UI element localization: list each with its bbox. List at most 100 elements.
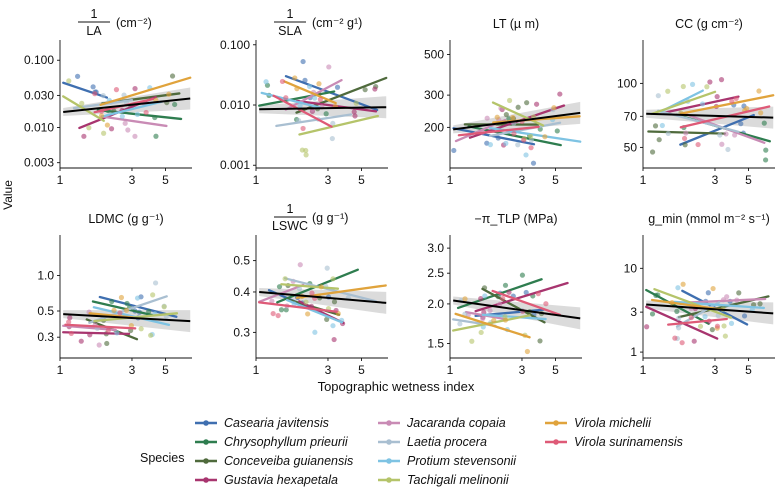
legend-title: Species	[140, 451, 184, 465]
data-point	[282, 276, 288, 282]
panel-title-numerator: 1	[91, 7, 98, 21]
data-point	[537, 338, 543, 344]
data-point	[738, 121, 744, 127]
y-tick-label: 100	[617, 76, 637, 90]
data-point	[482, 293, 488, 299]
data-point	[491, 317, 497, 323]
overall-trend-line	[259, 106, 387, 111]
data-point	[679, 340, 685, 346]
y-tick-label: 500	[424, 48, 444, 62]
x-tick-label: 1	[57, 173, 64, 187]
x-tick-label: 3	[129, 173, 136, 187]
data-point	[682, 142, 688, 148]
data-point	[500, 295, 506, 302]
data-point	[503, 111, 509, 118]
data-point	[119, 113, 125, 119]
data-point	[674, 308, 680, 315]
data-point	[523, 152, 529, 158]
species-trend-line	[285, 298, 344, 324]
x-tick-label: 3	[325, 363, 332, 377]
legend-swatch-dot	[203, 477, 209, 483]
data-point	[457, 321, 463, 327]
data-point	[312, 95, 318, 101]
data-point	[124, 300, 130, 307]
data-point	[278, 307, 285, 313]
species-trend-line	[457, 125, 540, 137]
data-point	[92, 91, 98, 97]
species-trend-line	[684, 297, 767, 304]
species-trend-line	[260, 91, 322, 109]
data-point	[524, 348, 530, 355]
data-point	[705, 290, 711, 296]
species-trend-line	[91, 300, 154, 317]
species-trend-line	[454, 312, 531, 339]
data-point	[718, 77, 725, 83]
legend-swatch-dot	[386, 420, 392, 426]
y-axis-label: Value	[1, 180, 15, 210]
data-point	[502, 282, 509, 288]
data-point	[105, 327, 111, 333]
y-tick-label: 3.0	[427, 241, 444, 255]
panel-title: LDMC (g g⁻¹)	[88, 212, 163, 226]
legend-item: Casearia javitensis	[195, 416, 329, 430]
data-point	[665, 130, 671, 137]
panel-tlp: −π_TLP (MPa) 1.5 2.0 2.5 3.0 1 3 5	[427, 212, 582, 377]
panel-title: CC (g cm⁻²)	[675, 17, 743, 31]
data-point	[709, 327, 715, 333]
x-tick-label: 1	[640, 363, 647, 377]
data-point	[680, 281, 686, 287]
data-point	[300, 125, 306, 132]
species-trend-line	[100, 115, 168, 128]
x-tick-label: 5	[552, 363, 559, 377]
overall-trend-line	[453, 111, 581, 131]
data-point	[330, 276, 336, 282]
panel-la: 1 LA (cm⁻²) 0.003 0.010 0.030 0.100 1 3 5	[24, 7, 192, 187]
data-point	[305, 311, 311, 317]
y-tick-label: 0.030	[24, 88, 54, 102]
x-tick-label: 5	[358, 173, 365, 187]
data-point	[172, 101, 178, 108]
data-point	[152, 280, 159, 286]
data-point	[723, 131, 729, 137]
legend-label: Laetia procera	[407, 435, 487, 449]
species-trend-line	[101, 100, 164, 118]
data-point	[515, 142, 521, 148]
legend-swatch-dot	[203, 420, 209, 426]
data-point	[543, 301, 549, 307]
y-tick-label: 50	[624, 140, 638, 154]
y-tick-label: 1	[630, 345, 637, 359]
panel-title-numerator: 1	[287, 7, 294, 21]
panel-lswc: 1 LSWC (g g⁻¹) 0.3 0.4 0.5 1 3 5	[233, 202, 388, 377]
legend-label: Casearia javitensis	[224, 416, 329, 430]
data-point	[487, 142, 494, 148]
data-point	[704, 84, 710, 90]
data-point	[66, 319, 72, 325]
data-point	[717, 132, 723, 138]
data-point	[331, 336, 337, 343]
legend-swatch-dot	[386, 477, 392, 483]
data-point	[644, 324, 650, 330]
data-point	[263, 79, 269, 85]
panel-ldmc: LDMC (g g⁻¹) 0.3 0.5 1.0 1 3 5	[37, 212, 192, 377]
data-point	[96, 342, 102, 348]
x-tick-label: 1	[57, 363, 64, 377]
data-point	[297, 262, 303, 268]
x-tick-label: 5	[552, 173, 559, 187]
data-point	[729, 98, 735, 104]
data-point	[68, 330, 74, 337]
x-tick-label: 3	[712, 173, 719, 187]
data-point	[732, 132, 738, 138]
data-point	[761, 120, 767, 126]
overall-trend-line	[646, 303, 774, 315]
data-point	[688, 315, 694, 321]
data-point	[528, 145, 534, 151]
data-point	[519, 272, 526, 278]
data-point	[330, 323, 336, 329]
data-point	[478, 329, 484, 336]
x-axis-label: Topographic wetness index	[318, 379, 475, 394]
data-point	[672, 335, 678, 341]
legend-label: Virola michelii	[574, 416, 652, 430]
panel-title-unit: (g g⁻¹)	[312, 211, 348, 225]
data-point	[484, 115, 490, 121]
data-point	[317, 96, 323, 103]
